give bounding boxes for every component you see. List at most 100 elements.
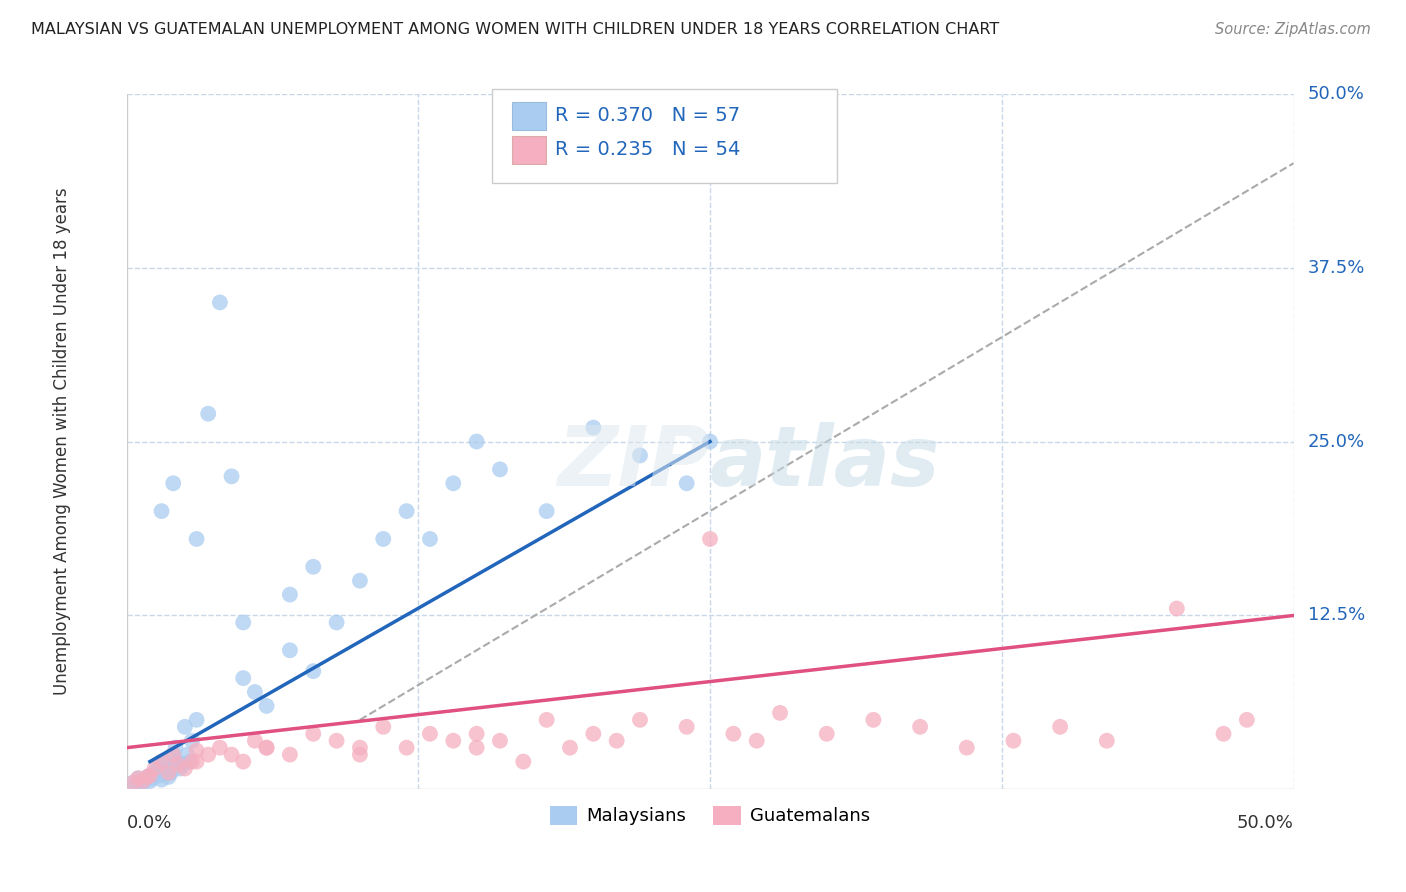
- Point: [162, 476, 184, 491]
- Point: [169, 762, 191, 776]
- Point: [150, 757, 173, 772]
- Point: [1212, 727, 1234, 741]
- Point: [174, 762, 197, 776]
- Point: [136, 770, 159, 784]
- Point: [174, 720, 197, 734]
- Point: [197, 747, 219, 762]
- Point: [139, 774, 162, 789]
- Point: [146, 762, 169, 776]
- Point: [582, 727, 605, 741]
- Text: Source: ZipAtlas.com: Source: ZipAtlas.com: [1215, 22, 1371, 37]
- Point: [141, 772, 163, 786]
- Point: [150, 504, 173, 518]
- Point: [489, 733, 512, 747]
- Point: [465, 740, 488, 755]
- Point: [302, 559, 325, 574]
- Point: [186, 755, 208, 769]
- Point: [395, 504, 418, 518]
- Point: [395, 740, 418, 755]
- Text: 50.0%: 50.0%: [1237, 814, 1294, 831]
- Point: [1166, 601, 1188, 615]
- Point: [862, 713, 884, 727]
- Point: [536, 713, 558, 727]
- Point: [582, 420, 605, 434]
- Point: [243, 685, 266, 699]
- Point: [180, 755, 202, 769]
- Text: Unemployment Among Women with Children Under 18 years: Unemployment Among Women with Children U…: [53, 187, 72, 696]
- Text: ZIP: ZIP: [557, 422, 710, 503]
- Point: [243, 733, 266, 747]
- Point: [373, 720, 395, 734]
- Point: [1002, 733, 1025, 747]
- Point: [256, 740, 278, 755]
- Point: [139, 768, 162, 782]
- Point: [419, 727, 441, 741]
- Point: [815, 727, 838, 741]
- Point: [139, 768, 162, 782]
- Text: 12.5%: 12.5%: [1308, 607, 1365, 624]
- Point: [186, 713, 208, 727]
- Point: [769, 706, 792, 720]
- Point: [256, 698, 278, 713]
- Point: [127, 772, 149, 786]
- Point: [221, 747, 243, 762]
- Point: [699, 532, 721, 546]
- Text: 50.0%: 50.0%: [1308, 85, 1364, 103]
- Point: [221, 469, 243, 483]
- Point: [122, 775, 145, 789]
- Point: [1236, 713, 1258, 727]
- Point: [232, 615, 254, 630]
- Point: [465, 434, 488, 449]
- Legend: Malaysians, Guatemalans: Malaysians, Guatemalans: [543, 798, 877, 832]
- Point: [129, 774, 152, 789]
- Point: [325, 733, 347, 747]
- Text: 37.5%: 37.5%: [1308, 259, 1365, 277]
- Point: [441, 476, 464, 491]
- Point: [232, 671, 254, 685]
- Point: [134, 772, 156, 787]
- Point: [157, 765, 180, 780]
- Point: [176, 747, 198, 762]
- Point: [162, 747, 184, 762]
- Point: [699, 434, 721, 449]
- Point: [349, 740, 371, 755]
- Point: [167, 755, 190, 769]
- Point: [302, 664, 325, 678]
- Point: [1049, 720, 1071, 734]
- Point: [745, 733, 768, 747]
- Point: [197, 407, 219, 421]
- Point: [373, 532, 395, 546]
- Point: [150, 772, 173, 787]
- Point: [232, 755, 254, 769]
- Point: [172, 757, 194, 772]
- Point: [349, 574, 371, 588]
- Point: [628, 713, 651, 727]
- Point: [127, 772, 149, 786]
- Point: [150, 755, 173, 769]
- Text: 0.0%: 0.0%: [127, 814, 172, 831]
- Point: [628, 449, 651, 463]
- Point: [208, 295, 231, 310]
- Point: [956, 740, 979, 755]
- Point: [489, 462, 512, 476]
- Point: [278, 747, 301, 762]
- Point: [675, 720, 697, 734]
- Point: [441, 733, 464, 747]
- Text: R = 0.370   N = 57: R = 0.370 N = 57: [555, 106, 741, 126]
- Point: [325, 615, 347, 630]
- Point: [136, 770, 159, 784]
- Text: 25.0%: 25.0%: [1308, 433, 1365, 450]
- Text: R = 0.235   N = 54: R = 0.235 N = 54: [555, 140, 741, 160]
- Point: [132, 774, 155, 789]
- Point: [122, 775, 145, 789]
- Point: [723, 727, 745, 741]
- Point: [167, 757, 190, 772]
- Point: [125, 778, 148, 792]
- Point: [180, 733, 202, 747]
- Point: [558, 740, 581, 755]
- Point: [1095, 733, 1118, 747]
- Point: [675, 476, 697, 491]
- Point: [132, 775, 155, 789]
- Point: [179, 755, 201, 769]
- Point: [160, 765, 183, 780]
